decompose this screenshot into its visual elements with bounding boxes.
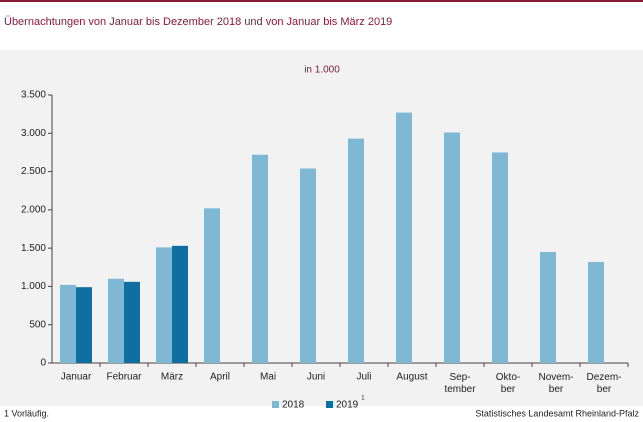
- y-tick-label: 2.000: [21, 204, 46, 215]
- x-tick-label: Juni: [307, 372, 325, 383]
- x-tick-label: Sep-tember: [444, 372, 476, 395]
- bar: [76, 287, 92, 363]
- source: Statistisches Landesamt Rheinland-Pfalz: [475, 408, 639, 418]
- bar: [444, 132, 460, 363]
- x-tick-label: Okto-ber: [496, 372, 520, 395]
- bar: [156, 247, 172, 363]
- legend-swatch: [272, 401, 279, 408]
- bar: [396, 112, 412, 364]
- x-tick-label: Mai: [260, 372, 276, 383]
- y-tick-label: 0: [40, 358, 46, 369]
- footnote: 1 Vorläufig.: [4, 408, 49, 418]
- bar: [252, 154, 268, 363]
- y-tick-label: 3.500: [21, 90, 46, 101]
- legend-swatch: [326, 401, 333, 408]
- x-tick-label: Juli: [356, 372, 371, 383]
- x-tick-label: Dezem-ber: [586, 372, 621, 395]
- legend-note: 1: [361, 396, 365, 402]
- bar: [204, 208, 220, 363]
- bar: [124, 281, 140, 363]
- top-rule: [0, 0, 643, 2]
- y-tick-label: 500: [29, 319, 46, 330]
- y-tick-label: 1.000: [21, 281, 46, 292]
- bar: [300, 168, 316, 363]
- y-tick-label: 2.500: [21, 166, 46, 177]
- chart-title: Übernachtungen von Januar bis Dezember 2…: [4, 16, 392, 28]
- chart-subtitle: in 1.000: [304, 65, 340, 76]
- bar: [172, 245, 188, 363]
- bar: [492, 152, 508, 363]
- x-tick-label: April: [210, 372, 230, 383]
- plot-background: [0, 50, 643, 406]
- x-tick-label: August: [396, 372, 427, 383]
- y-tick-label: 3.000: [21, 128, 46, 139]
- bar: [540, 251, 556, 363]
- x-tick-label: Februar: [106, 372, 142, 383]
- x-tick-label: März: [161, 372, 183, 383]
- bar: [588, 261, 604, 363]
- legend-label: 2018: [282, 400, 305, 411]
- x-tick-label: Novem-ber: [538, 372, 573, 395]
- bar: [60, 284, 76, 363]
- bar: [348, 138, 364, 363]
- y-tick-label: 1.500: [21, 243, 46, 254]
- legend-label: 2019: [336, 400, 359, 411]
- bar: [108, 278, 124, 363]
- x-tick-label: Januar: [61, 372, 92, 383]
